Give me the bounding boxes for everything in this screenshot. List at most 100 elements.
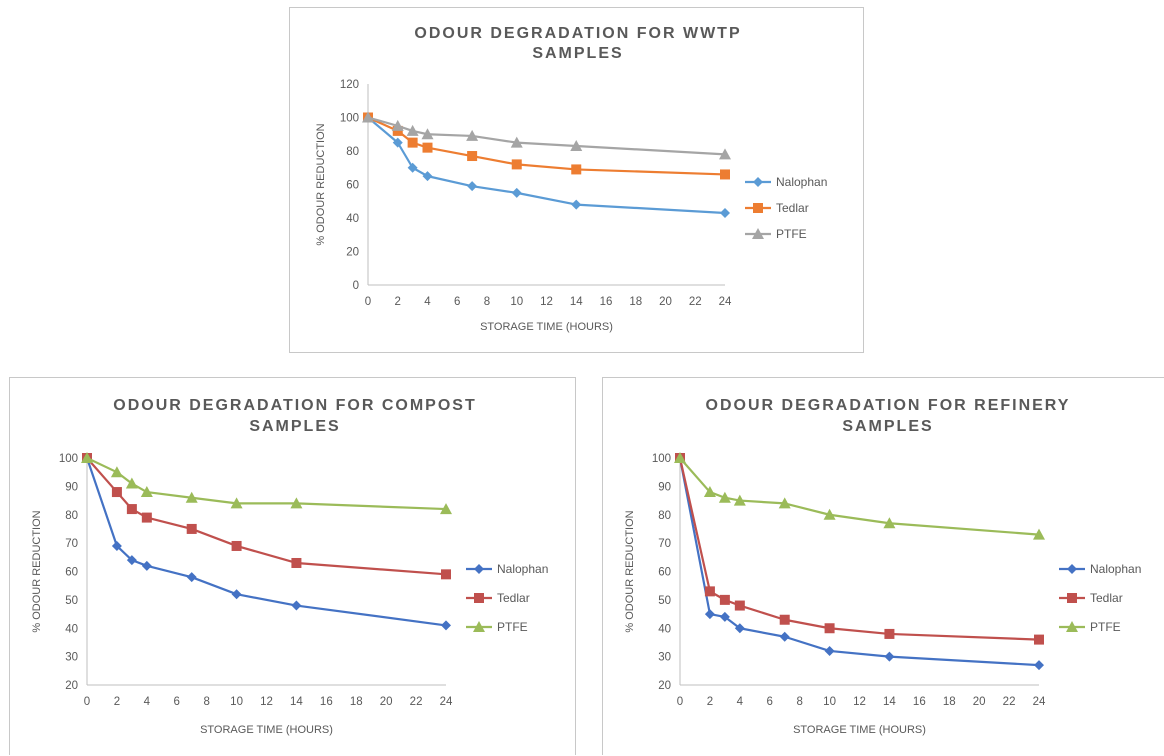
data-point-tedlar xyxy=(186,523,197,534)
data-point-tedlar xyxy=(291,557,302,568)
data-point-ptfe xyxy=(230,497,243,509)
chart-title-line: ODOUR DEGRADATION FOR REFINERY xyxy=(706,397,1071,414)
x-tick-label: 22 xyxy=(1003,696,1016,708)
y-tick-label: 80 xyxy=(658,510,671,522)
data-point-nalophan xyxy=(511,187,522,198)
data-point-tedlar xyxy=(392,125,403,136)
data-point-tedlar xyxy=(111,487,122,498)
x-tick-label: 4 xyxy=(737,696,744,708)
x-tick-label: 12 xyxy=(540,296,553,308)
legend-marker xyxy=(474,564,484,574)
legend-label: Nalophan xyxy=(776,175,827,189)
x-tick-label: 6 xyxy=(174,696,180,708)
x-tick-label: 24 xyxy=(440,696,453,708)
data-point-nalophan xyxy=(186,572,197,583)
chart-svg-refinery: ODOUR DEGRADATION FOR REFINERY SAMPLES 2 0 3… xyxy=(624,397,1141,736)
x-tick-label: 18 xyxy=(350,696,363,708)
data-point-tedlar xyxy=(779,614,790,625)
x-tick-label: 18 xyxy=(943,696,956,708)
series-line-ptfe xyxy=(86,457,447,511)
chart-title-line: ODOUR DEGRADATION FOR COMPOST xyxy=(113,397,476,414)
y-tick-label: 40 xyxy=(658,623,671,635)
y-tick-label: 120 xyxy=(340,79,359,91)
x-tick-label: 6 xyxy=(454,296,460,308)
y-tick-label: 20 xyxy=(346,247,359,259)
data-point-tedlar xyxy=(141,512,152,523)
chart-title-line: SAMPLES xyxy=(532,45,623,62)
data-point-tedlar xyxy=(441,569,451,580)
y-tick-label: 70 xyxy=(658,538,671,550)
data-point-tedlar xyxy=(1034,634,1044,645)
x-tick-label: 0 xyxy=(677,696,683,708)
x-tick-label: 18 xyxy=(629,296,642,308)
data-point-tedlar xyxy=(422,142,433,153)
data-point-ptfe xyxy=(778,497,791,509)
chart-title-line: SAMPLES xyxy=(249,418,340,435)
data-point-nalophan xyxy=(734,623,745,634)
y-tick-label: 30 xyxy=(65,652,78,664)
data-point-ptfe xyxy=(1033,528,1045,540)
data-point-tedlar xyxy=(719,594,730,605)
x-axis-label: STORAGE TIME (HOURS) xyxy=(480,321,613,333)
series-line-nalophan xyxy=(85,457,447,627)
y-tick-label: 60 xyxy=(658,567,671,579)
y-tick-label: 30 xyxy=(658,652,671,664)
x-tick-label: 12 xyxy=(853,696,866,708)
x-tick-label: 2 xyxy=(395,296,401,308)
x-tick-label: 2 xyxy=(707,696,713,708)
data-point-ptfe xyxy=(140,486,153,498)
x-tick-label: 14 xyxy=(290,696,303,708)
x-tick-label: 8 xyxy=(796,696,802,708)
y-tick-label: 0 xyxy=(353,280,359,292)
y-tick-label: 60 xyxy=(65,567,78,579)
data-point-tedlar xyxy=(511,159,522,170)
data-point-ptfe xyxy=(110,466,123,478)
data-point-nalophan xyxy=(422,171,433,182)
y-tick-label: 100 xyxy=(340,113,359,125)
x-tick-label: 20 xyxy=(380,696,393,708)
y-tick-label: 60 xyxy=(346,180,359,192)
x-tick-label: 24 xyxy=(1033,696,1046,708)
series-line-ptfe xyxy=(367,116,726,156)
data-point-nalophan xyxy=(441,620,451,631)
legend-label: Tedlar xyxy=(497,591,530,605)
x-tick-label: 24 xyxy=(719,296,732,308)
x-tick-label: 2 xyxy=(114,696,120,708)
x-tick-label: 14 xyxy=(570,296,583,308)
data-point-nalophan xyxy=(111,540,122,551)
x-tick-label: 8 xyxy=(484,296,490,308)
data-point-ptfe xyxy=(81,452,93,463)
data-point-nalophan xyxy=(141,560,152,571)
legend-marker xyxy=(753,203,763,213)
data-point-nalophan xyxy=(704,609,715,620)
y-tick-label: 40 xyxy=(65,623,78,635)
data-point-nalophan xyxy=(824,645,835,656)
x-axis-label: STORAGE TIME (HOURS) xyxy=(200,724,333,736)
y-tick-label: 20 xyxy=(65,680,78,692)
x-tick-label: 16 xyxy=(600,296,613,308)
x-tick-label: 0 xyxy=(84,696,90,708)
data-point-ptfe xyxy=(703,486,716,498)
data-point-ptfe xyxy=(883,517,896,529)
chart-panel-compost: ODOUR DEGRADATION FOR COMPOST SAMPLES 20 30… xyxy=(9,377,576,755)
legend-label: Nalophan xyxy=(1090,562,1141,576)
data-point-tedlar xyxy=(407,137,418,148)
y-axis-label: % ODOUR REDUCTION xyxy=(624,510,636,632)
chart-panel-refinery: ODOUR DEGRADATION FOR REFINERY SAMPLES 2 0 3… xyxy=(602,377,1164,755)
x-tick-label: 4 xyxy=(424,296,431,308)
data-point-ptfe xyxy=(733,494,746,506)
data-point-ptfe xyxy=(125,477,138,489)
chart-title-line: SAMPLES xyxy=(842,418,933,435)
data-point-ptfe xyxy=(570,139,583,151)
x-tick-label: 12 xyxy=(260,696,273,708)
data-point-ptfe xyxy=(406,124,419,136)
y-axis-label: % ODOUR REDUCTION xyxy=(31,510,43,632)
x-tick-label: 4 xyxy=(144,696,151,708)
data-point-nalophan xyxy=(407,162,418,173)
series-line-tedlar xyxy=(678,457,1040,641)
data-point-nalophan xyxy=(779,631,790,642)
data-point-tedlar xyxy=(231,540,242,551)
x-tick-label: 16 xyxy=(320,696,333,708)
data-point-ptfe xyxy=(719,148,731,160)
data-point-nalophan xyxy=(291,600,302,611)
